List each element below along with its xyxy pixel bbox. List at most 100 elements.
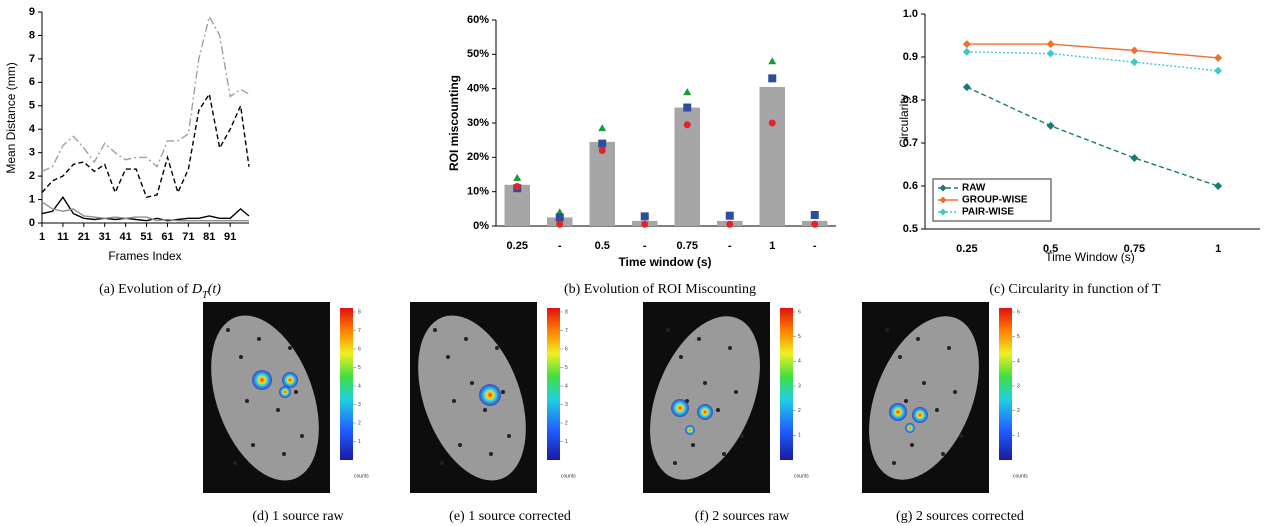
x-tick-label: 0.25 [956, 243, 977, 255]
x-tick-label: 1 [39, 231, 45, 243]
colorbar-tick-label: 6 [358, 346, 361, 352]
y-tick-label: 8 [29, 29, 35, 41]
colorbar-tick-label: 2 [798, 408, 801, 414]
point [1130, 58, 1138, 66]
spot [245, 399, 249, 403]
y-tick-label: 0.5 [903, 223, 918, 235]
y-tick-label: 0.9 [903, 51, 918, 63]
spot [910, 443, 914, 447]
spot [470, 381, 474, 385]
y-tick-label: 0.6 [903, 180, 918, 192]
point [1047, 40, 1055, 48]
colorbar-tick-label: 1 [798, 433, 801, 439]
y-axis-label: Circularity [897, 94, 911, 147]
x-tick-label: 81 [203, 231, 215, 243]
signal [912, 407, 928, 423]
signal [905, 423, 915, 433]
spot [916, 337, 920, 341]
bar [590, 142, 616, 226]
point [684, 121, 691, 128]
signal [479, 384, 501, 406]
y-tick-label: 9 [29, 6, 35, 18]
spot [282, 452, 286, 456]
spot [953, 390, 957, 394]
x-axis-label: Time window (s) [618, 255, 711, 269]
colorbar-tick-label: 4 [358, 383, 361, 389]
signal [697, 404, 713, 420]
spot [740, 434, 744, 438]
spot [959, 434, 963, 438]
spot [257, 337, 261, 341]
colorbar-tick-label: 1 [1017, 433, 1020, 439]
signal [685, 425, 695, 435]
point [726, 212, 734, 220]
spot [501, 390, 505, 394]
point [1214, 54, 1222, 62]
caption: (d) 1 source raw [252, 509, 344, 524]
series-line [42, 17, 249, 172]
spot [892, 461, 896, 465]
x-tick-label: 1 [769, 240, 775, 252]
y-tick-label: 40% [467, 83, 489, 95]
colorbar-tick-label: 5 [1017, 334, 1020, 340]
y-tick-label: 4 [29, 123, 36, 135]
image-panel: 12345678counts(e) 1 source corrected [397, 301, 576, 524]
y-tick-label: 30% [467, 117, 489, 129]
y-tick-label: 5 [29, 100, 35, 112]
spot [666, 328, 670, 332]
colorbar-tick-label: 3 [1017, 383, 1020, 389]
point [768, 74, 776, 82]
spot [433, 328, 437, 332]
point [598, 140, 606, 148]
chart: 0%10%20%30%40%50%60%0.25-0.5-0.75-1-Time… [447, 14, 836, 297]
spot [728, 346, 732, 350]
y-tick-label: 1.0 [903, 8, 918, 20]
caption: (b) Evolution of ROI Miscounting [564, 282, 756, 297]
y-axis-label: ROI miscounting [447, 75, 461, 171]
spot [251, 443, 255, 447]
caption-part: (a) Evolution of [99, 282, 192, 297]
colorbar-tick-label: 4 [1017, 359, 1020, 365]
x-tick-label: 0.25 [507, 240, 528, 252]
colorbar-tick-label: 2 [565, 420, 568, 426]
spot [483, 408, 487, 412]
spot [691, 443, 695, 447]
legend-label: PAIR-WISE [962, 207, 1014, 218]
caption-part: (t) [208, 282, 222, 297]
point [811, 221, 818, 228]
signal [279, 386, 291, 398]
x-tick-label: 51 [140, 231, 152, 243]
colorbar-tick-label: 5 [565, 365, 568, 371]
point [963, 48, 971, 56]
point [769, 120, 776, 127]
colorbar-label: counts [794, 473, 809, 479]
figure: 01234567891112131415161718191Frames Inde… [0, 0, 1268, 526]
legend-label: GROUP-WISE [962, 195, 1028, 206]
spot [673, 461, 677, 465]
spot [239, 355, 243, 359]
x-tick-label: 0.75 [677, 240, 698, 252]
spot [885, 328, 889, 332]
colorbar-tick-label: 1 [358, 439, 361, 445]
point [513, 174, 521, 181]
colorbar-tick-label: 4 [798, 359, 801, 365]
spot [300, 434, 304, 438]
point [1130, 154, 1138, 162]
spot [226, 328, 230, 332]
signal [282, 372, 298, 388]
point [963, 83, 971, 91]
spot [679, 355, 683, 359]
y-tick-label: 7 [29, 53, 35, 65]
x-tick-label: 0.5 [595, 240, 610, 252]
point [598, 124, 606, 131]
point [1214, 67, 1222, 75]
signal [671, 399, 689, 417]
colorbar-tick-label: 2 [1017, 408, 1020, 414]
spot [922, 381, 926, 385]
point [683, 88, 691, 95]
spot [452, 399, 456, 403]
x-axis-label: Frames Index [108, 249, 181, 263]
y-axis-label: Mean Distance (mm) [4, 62, 18, 173]
colorbar-tick-label: 6 [565, 346, 568, 352]
